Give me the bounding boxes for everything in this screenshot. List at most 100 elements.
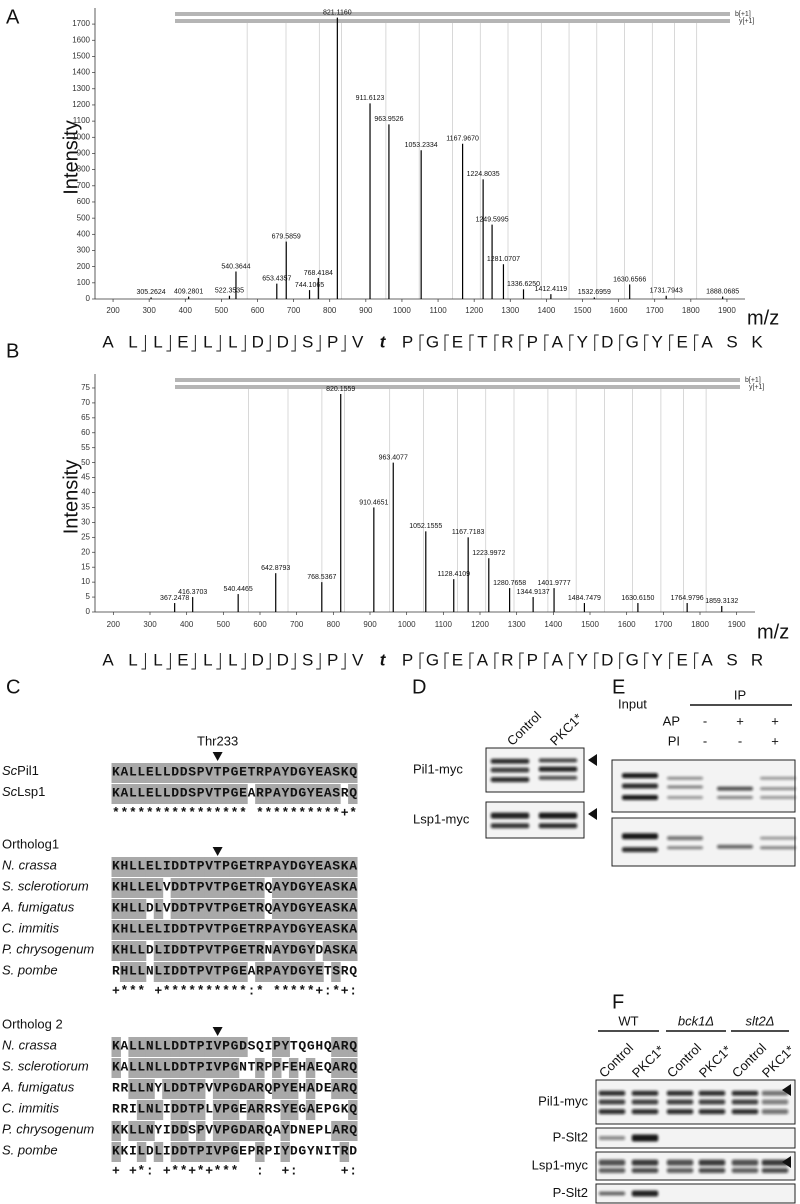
identity-shade bbox=[119, 941, 130, 961]
identity-shade bbox=[314, 962, 324, 982]
peak-label: 1401.9777 bbox=[538, 580, 571, 587]
fragment-bracket bbox=[444, 652, 449, 669]
blot bbox=[595, 1183, 796, 1204]
lane-label: PKC1* bbox=[696, 1042, 734, 1080]
peak-label: 1764.9796 bbox=[671, 595, 704, 602]
residue: E bbox=[177, 650, 188, 669]
identity-shade bbox=[229, 1079, 240, 1099]
band bbox=[598, 1191, 626, 1196]
y-tick-label: 1700 bbox=[72, 19, 90, 28]
band bbox=[761, 1167, 789, 1173]
residue: A bbox=[701, 650, 713, 669]
identity-shade bbox=[238, 1121, 248, 1141]
identity-shade bbox=[221, 1079, 231, 1099]
identity-shade bbox=[187, 784, 197, 804]
protein-name: Lsp1 bbox=[17, 784, 45, 799]
fragment-bracket bbox=[619, 652, 624, 669]
species-label: ScLsp1 bbox=[2, 784, 45, 799]
identity-shade bbox=[280, 784, 290, 804]
identity-shade bbox=[128, 1079, 138, 1099]
treatment-label: AP bbox=[663, 713, 680, 728]
identity-shade bbox=[280, 962, 290, 982]
band bbox=[717, 844, 753, 849]
peak-label: 1888.0685 bbox=[706, 288, 739, 295]
identity-shade bbox=[162, 1058, 172, 1078]
identity-shade bbox=[111, 941, 121, 961]
identity-shade bbox=[153, 1100, 164, 1120]
x-tick-label: 600 bbox=[251, 306, 265, 315]
identity-shade bbox=[305, 941, 316, 961]
identity-shade bbox=[145, 784, 155, 804]
identity-shade bbox=[212, 920, 223, 940]
fragment-bracket bbox=[469, 652, 474, 669]
residue: L bbox=[128, 650, 137, 669]
identity-shade bbox=[170, 1121, 181, 1141]
identity-shade bbox=[229, 1037, 240, 1057]
residue: L bbox=[153, 332, 162, 351]
identity-shade bbox=[111, 784, 121, 804]
treatment-sign: - bbox=[703, 713, 707, 728]
identity-shade bbox=[145, 920, 155, 940]
peak-label: 911.6123 bbox=[356, 95, 385, 102]
band bbox=[538, 766, 578, 772]
identity-shade bbox=[339, 920, 350, 940]
x-tick-label: 1200 bbox=[465, 306, 483, 315]
panel-label: E bbox=[612, 676, 625, 698]
band bbox=[761, 1090, 789, 1096]
y-tick-label: 1300 bbox=[72, 84, 90, 93]
x-tick-label: 700 bbox=[287, 306, 301, 315]
identity-shade bbox=[288, 878, 299, 898]
peak-label: 305.2624 bbox=[136, 289, 165, 296]
identity-shade bbox=[272, 941, 282, 961]
residue: G bbox=[626, 650, 639, 669]
peak-label: 1412.4119 bbox=[535, 286, 568, 293]
identity-shade bbox=[153, 857, 164, 877]
band bbox=[631, 1109, 659, 1115]
identity-shade bbox=[229, 784, 240, 804]
x-tick-label: 1300 bbox=[508, 620, 526, 629]
consensus: +*** +**********:* *****+:*+: bbox=[112, 983, 357, 998]
identity-shade bbox=[305, 878, 316, 898]
x-tick-label: 1400 bbox=[537, 306, 555, 315]
band bbox=[598, 1099, 626, 1105]
residue: A bbox=[552, 332, 564, 351]
y-tick-label: 600 bbox=[77, 197, 91, 206]
identity-shade bbox=[145, 763, 155, 783]
x-axis-title: m/z bbox=[757, 621, 789, 643]
fragment-bracket bbox=[694, 334, 699, 351]
identity-shade bbox=[128, 857, 138, 877]
peak-label: 1281.0707 bbox=[487, 256, 520, 263]
y-tick-label: 700 bbox=[77, 181, 91, 190]
identity-shade bbox=[196, 1121, 206, 1141]
band bbox=[622, 773, 658, 779]
fragment-bracket bbox=[594, 652, 599, 669]
x-tick-label: 1700 bbox=[654, 620, 672, 629]
band bbox=[666, 1099, 694, 1105]
band bbox=[622, 783, 658, 789]
identity-shade bbox=[153, 878, 164, 898]
identity-shade bbox=[179, 962, 189, 982]
y-tick-label: 1500 bbox=[72, 52, 90, 61]
identity-shade bbox=[331, 784, 341, 804]
peak-label: 768.5367 bbox=[307, 574, 336, 581]
band bbox=[490, 812, 530, 819]
peak-label: 1052.1555 bbox=[409, 523, 442, 530]
band bbox=[631, 1167, 659, 1173]
band bbox=[622, 833, 658, 840]
identity-shade bbox=[280, 1037, 290, 1057]
band-arrow bbox=[588, 754, 597, 766]
identity-shade bbox=[272, 763, 282, 783]
band bbox=[760, 836, 796, 840]
band-arrow bbox=[782, 1156, 791, 1168]
identity-shade bbox=[238, 920, 248, 940]
identity-shade bbox=[145, 1100, 155, 1120]
identity-shade bbox=[187, 878, 197, 898]
residue: V bbox=[352, 332, 364, 351]
panel-label: D bbox=[412, 676, 426, 698]
identity-shade bbox=[128, 763, 138, 783]
identity-shade bbox=[204, 941, 214, 961]
row-label: Lsp1-myc bbox=[532, 1157, 589, 1172]
band bbox=[631, 1190, 659, 1197]
identity-shade bbox=[145, 1121, 155, 1141]
residue: A bbox=[552, 650, 564, 669]
